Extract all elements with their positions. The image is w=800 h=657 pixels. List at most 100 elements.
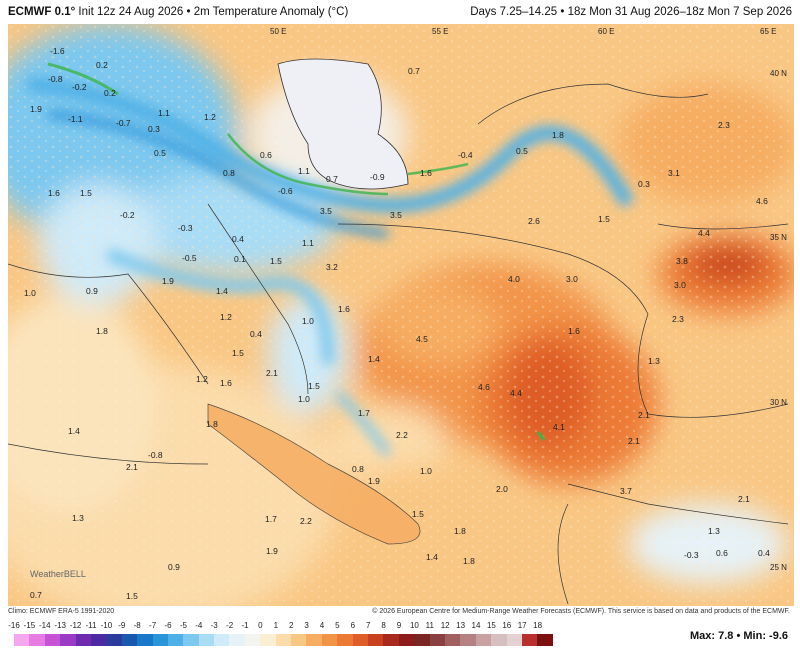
- ecmwf-credit: © 2026 European Centre for Medium-Range …: [372, 608, 790, 615]
- legend-tick-label: -14: [39, 621, 51, 630]
- legend-color-swatch: [321, 634, 338, 646]
- min-label: Min: -9.6: [743, 630, 788, 642]
- persian-gulf: [207, 403, 421, 545]
- legend-tick-label: -5: [179, 621, 187, 630]
- legend-color-swatch: [306, 634, 322, 646]
- lon-label: 65 E: [760, 27, 776, 36]
- anomaly-value-label: 3.0: [674, 280, 686, 290]
- borders: [8, 83, 789, 605]
- legend-color-swatch: [352, 634, 368, 646]
- legend-color-swatch: [152, 634, 168, 646]
- anomaly-value-label: 2.1: [266, 368, 278, 378]
- lon-label: 55 E: [432, 27, 448, 36]
- anomaly-value-label: 0.8: [352, 464, 364, 474]
- anomaly-value-label: 3.2: [326, 262, 338, 272]
- anomaly-value-label: 1.8: [463, 556, 475, 566]
- legend-color-swatch: [167, 634, 184, 646]
- anomaly-value-label: 1.5: [598, 214, 610, 224]
- anomaly-value-label: 1.4: [68, 426, 80, 436]
- legend-tick-label: -6: [164, 621, 172, 630]
- anomaly-value-label: 4.5: [416, 334, 428, 344]
- anomaly-value-label: 4.6: [756, 196, 768, 206]
- legend-tick-label: 10: [409, 621, 419, 630]
- anomaly-value-label: 0.9: [168, 562, 180, 572]
- green-bands: [47, 62, 546, 441]
- anomaly-value-label: 0.4: [250, 329, 262, 339]
- anomaly-value-label: 1.1: [158, 108, 170, 118]
- legend-tick-label: 14: [471, 621, 481, 630]
- anomaly-value-label: 1.6: [420, 168, 432, 178]
- anomaly-value-label: 0.8: [223, 168, 235, 178]
- anomaly-value-label: -0.4: [458, 150, 473, 160]
- anomaly-value-label: 1.4: [368, 354, 380, 364]
- anomaly-value-label: -0.7: [116, 118, 131, 128]
- anomaly-value-label: 2.1: [628, 436, 640, 446]
- anomaly-value-label: 3.1: [668, 168, 680, 178]
- legend-color-swatch: [244, 634, 261, 646]
- legend-tick-label: 16: [502, 621, 512, 630]
- anomaly-value-label: 1.1: [302, 238, 314, 248]
- legend-tick-label: -7: [149, 621, 157, 630]
- legend-tick-label: 0: [258, 621, 263, 630]
- anomaly-value-label: 0.1: [234, 254, 246, 264]
- anomaly-value-label: 4.4: [510, 388, 522, 398]
- anomaly-value-label: 2.3: [672, 314, 684, 324]
- legend-tick-label: 9: [396, 621, 402, 630]
- anomaly-value-label: 0.2: [96, 60, 108, 70]
- anomaly-value-label: 4.0: [508, 274, 520, 284]
- anomaly-value-label: 1.5: [80, 188, 92, 198]
- anomaly-value-label: 2.3: [718, 120, 730, 130]
- legend-tick-label: -15: [23, 621, 36, 630]
- legend-color-swatch: [183, 634, 199, 646]
- legend-color-swatch: [214, 634, 230, 646]
- anomaly-value-label: 1.2: [204, 112, 216, 122]
- anomaly-value-label: 1.3: [648, 356, 660, 366]
- anomaly-value-label: 1.8: [552, 130, 564, 140]
- anomaly-value-label: 1.0: [302, 316, 314, 326]
- forecast-period: Days 7.25–14.25 • 18z Mon 31 Aug 2026–18…: [470, 6, 792, 18]
- legend-tick-label: -11: [85, 621, 97, 630]
- legend-color-swatch: [29, 634, 45, 646]
- legend-tick-label: 3: [304, 621, 309, 630]
- anomaly-value-label: -1.6: [50, 46, 65, 56]
- anomaly-value-label: 0.7: [30, 590, 42, 600]
- legend-color-swatch: [475, 634, 492, 646]
- anomaly-value-label: 3.5: [390, 210, 402, 220]
- legend-color-swatch: [198, 634, 215, 646]
- legend-tick-label: -3: [210, 621, 218, 630]
- anomaly-value-label: 1.9: [266, 546, 278, 556]
- legend-color-swatch: [44, 634, 61, 646]
- legend-tick-label: 1: [273, 621, 279, 630]
- anomaly-value-label: 1.7: [265, 514, 277, 524]
- legend-color-swatch: [137, 634, 153, 646]
- anomaly-map: 50 E 55 E 60 E 65 E 40 N 35 N 30 N 25 N …: [8, 24, 794, 606]
- legend-color-swatch: [398, 634, 415, 646]
- legend-tick-label: 2: [288, 621, 294, 630]
- legend-tick-label: -16: [8, 621, 20, 630]
- legend-color-swatch: [491, 634, 507, 646]
- anomaly-value-label: 1.8: [206, 419, 218, 429]
- anomaly-value-label: 0.3: [148, 124, 160, 134]
- anomaly-value-label: 1.5: [270, 256, 282, 266]
- anomaly-value-label: 1.5: [412, 509, 424, 519]
- anomaly-value-label: -0.2: [72, 82, 87, 92]
- anomaly-value-label: 0.5: [154, 148, 166, 158]
- anomaly-value-label: -0.2: [120, 210, 135, 220]
- legend-color-swatch: [121, 634, 138, 646]
- legend-tick-label: 12: [440, 621, 450, 630]
- anomaly-value-label: 2.2: [300, 516, 312, 526]
- anomaly-value-label: 3.0: [566, 274, 578, 284]
- anomaly-value-label: 1.4: [426, 552, 438, 562]
- legend-tick-label: -13: [54, 621, 66, 630]
- anomaly-value-label: 0.7: [408, 66, 420, 76]
- anomaly-value-label: 4.1: [553, 422, 565, 432]
- anomaly-value-label: 2.1: [638, 410, 650, 420]
- legend-color-swatch: [367, 634, 384, 646]
- anomaly-value-label: 0.4: [232, 234, 244, 244]
- legend-color-swatch: [60, 634, 76, 646]
- anomaly-value-label: 1.6: [568, 326, 580, 336]
- legend-color-swatch: [460, 634, 476, 646]
- anomaly-value-label: 1.4: [216, 286, 228, 296]
- legend-color-swatch: [75, 634, 91, 646]
- caspian-sea: [277, 58, 409, 190]
